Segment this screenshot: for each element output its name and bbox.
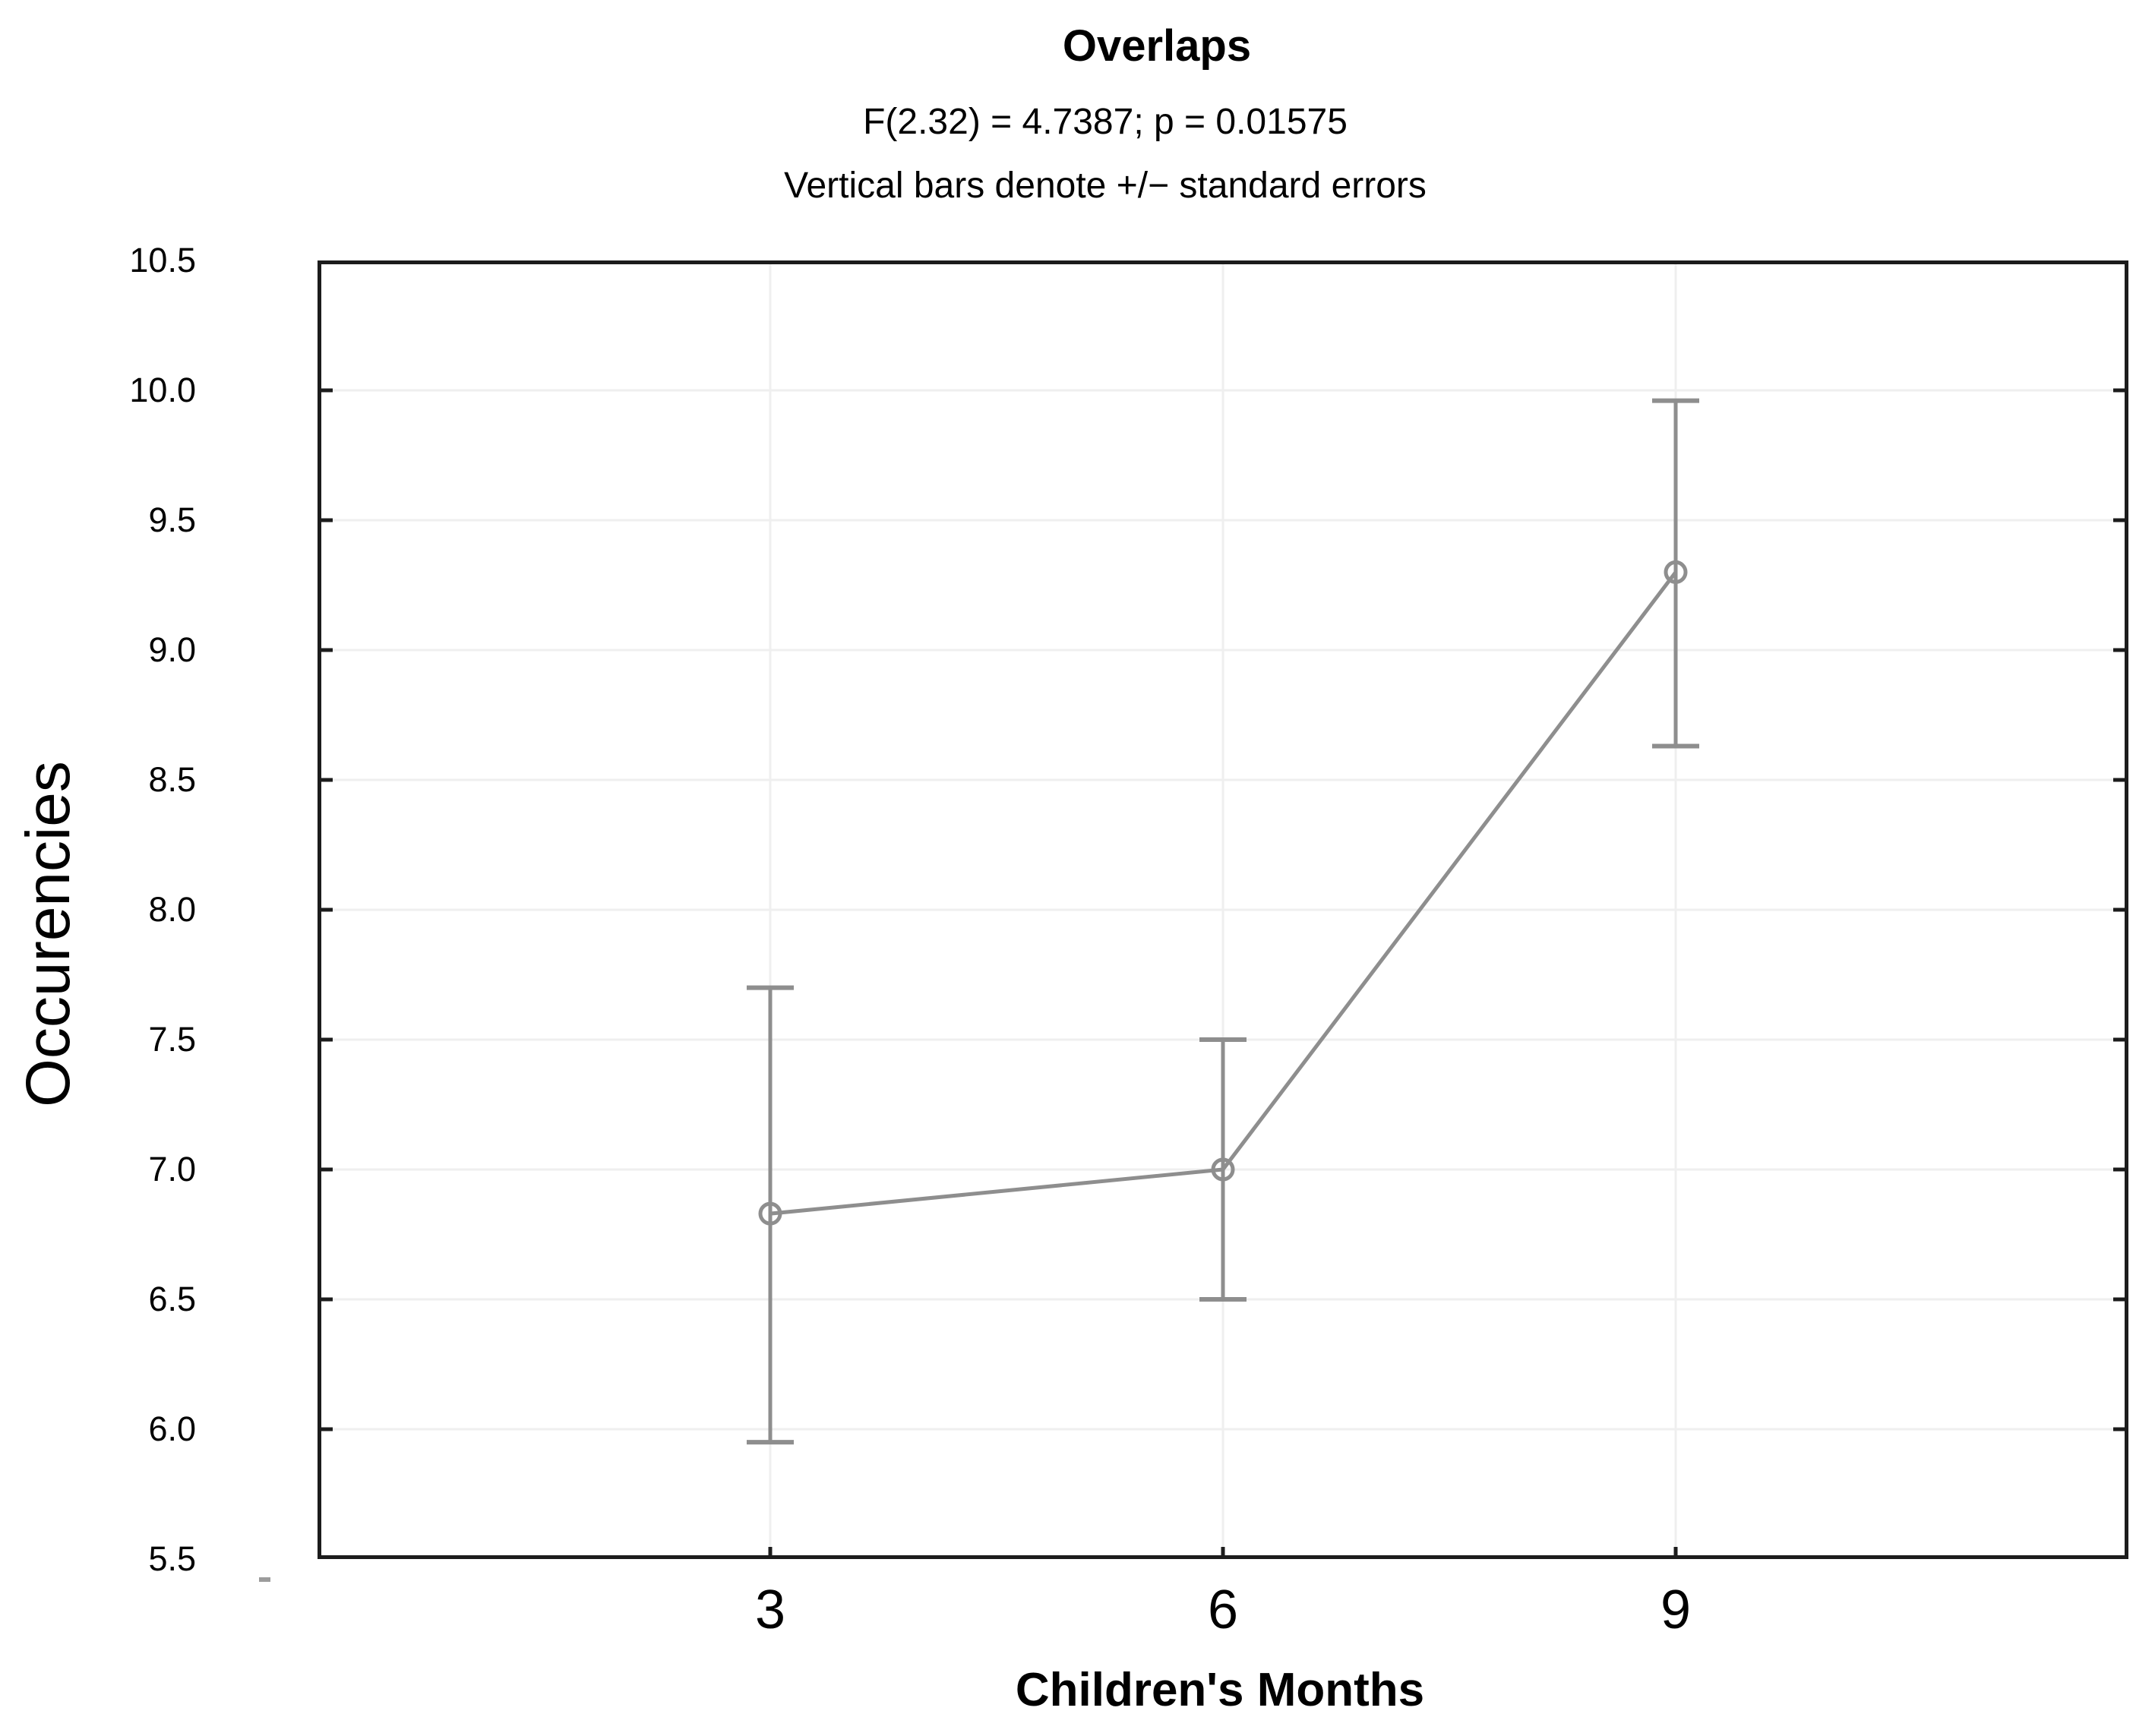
x-tick-label: 6: [1207, 1580, 1239, 1640]
y-tick-label: 6.5: [148, 1280, 196, 1318]
y-tick-label: 8.0: [148, 890, 196, 929]
y-tick-label: 7.0: [148, 1150, 196, 1188]
y-tick-label: 10.5: [129, 241, 196, 279]
y-tick-label: 8.5: [148, 760, 196, 799]
x-axis-title: Children's Months: [1015, 1664, 1425, 1716]
y-tick-label: 7.5: [148, 1020, 196, 1059]
data-point-marker: [1211, 1157, 1235, 1182]
chart-title: Overlaps: [1062, 21, 1252, 71]
y-axis-title: Occurencies: [14, 761, 83, 1107]
plot-border: [318, 260, 2128, 1559]
y-tick-label: 10.0: [129, 371, 196, 409]
x-tick-label: 3: [754, 1580, 786, 1640]
x-tick-label: 9: [1660, 1580, 1692, 1640]
chart-subtitle-stats: F(2.32) = 4.7387; p = 0.01575: [863, 102, 1348, 142]
data-point-marker: [1664, 560, 1688, 584]
y-tick-label: 9.0: [148, 630, 196, 669]
series-line: [769, 570, 1677, 1216]
y-tick-label: 9.5: [148, 500, 196, 539]
y-tick-label: 6.0: [148, 1409, 196, 1448]
data-point-marker: [758, 1201, 782, 1226]
plot-area: [318, 260, 2128, 1559]
scan-artifact-dash: [259, 1577, 270, 1582]
chart-subtitle-note: Vertical bars denote +/− standard errors: [784, 166, 1427, 206]
y-tick-label: 5.5: [148, 1539, 196, 1578]
plot-svg: [318, 260, 2128, 1559]
